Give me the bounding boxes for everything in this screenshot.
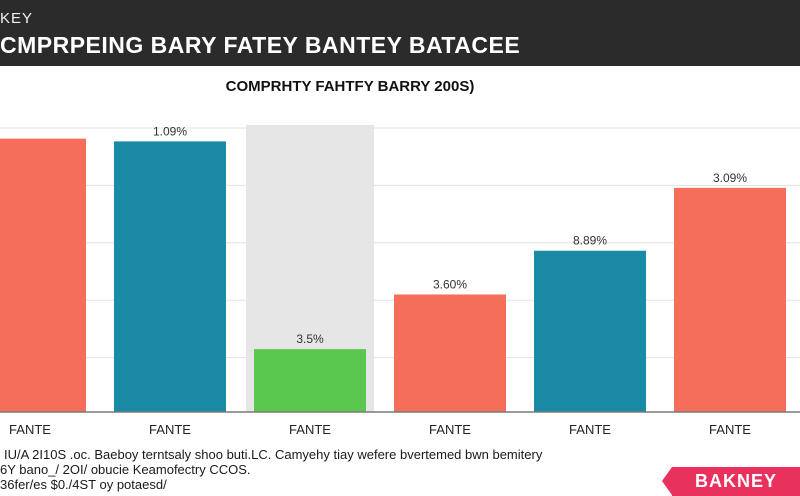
category-label: FANTE: [289, 422, 331, 437]
bar-value-label: 1.09%: [153, 124, 187, 138]
category-label: FANTE: [709, 422, 751, 437]
bar: [534, 250, 646, 412]
category-label: FANTE: [569, 422, 611, 437]
category-label: FANTE: [9, 422, 51, 437]
bar: [114, 141, 226, 412]
bar: [0, 138, 86, 412]
header-banner: KEY CMPRPEING BARY FATEY BANTEY BATACEE: [0, 0, 800, 66]
category-label: FANTE: [149, 422, 191, 437]
bar: [394, 294, 506, 412]
brand-logo: BAKNEY: [662, 467, 800, 496]
footnote-line-2: 6Y bano_/ 2OI/ obucie Keamofectry CCOS.: [0, 462, 251, 477]
category-label: FANTE: [429, 422, 471, 437]
bar-value-label: 8.89%: [573, 234, 607, 248]
bar: [674, 187, 786, 412]
header-title: CMPRPEING BARY FATEY BANTEY BATACEE: [0, 32, 521, 58]
bar-value-label: 3.09%: [713, 171, 747, 185]
footnote-line-1: IU/A 2I10S .oc. Baeboy terntsaly shoo bu…: [4, 447, 543, 462]
bar-value-label: 3.5%: [296, 332, 324, 346]
bar-value-label: 3.60%: [433, 277, 467, 291]
bar-chart: FANTE 1.09% FANTE 3.5% FANTE 3.60% FANTE 8.89% F…: [0, 124, 800, 437]
brand-label: KEY: [0, 10, 34, 27]
footnote-line-3: 36fer/es $0./4ST oy potaesd/: [0, 477, 167, 492]
bar: [254, 349, 366, 412]
chart-title: COMPRHTY FAHTFY BARRY 200S): [225, 78, 475, 95]
